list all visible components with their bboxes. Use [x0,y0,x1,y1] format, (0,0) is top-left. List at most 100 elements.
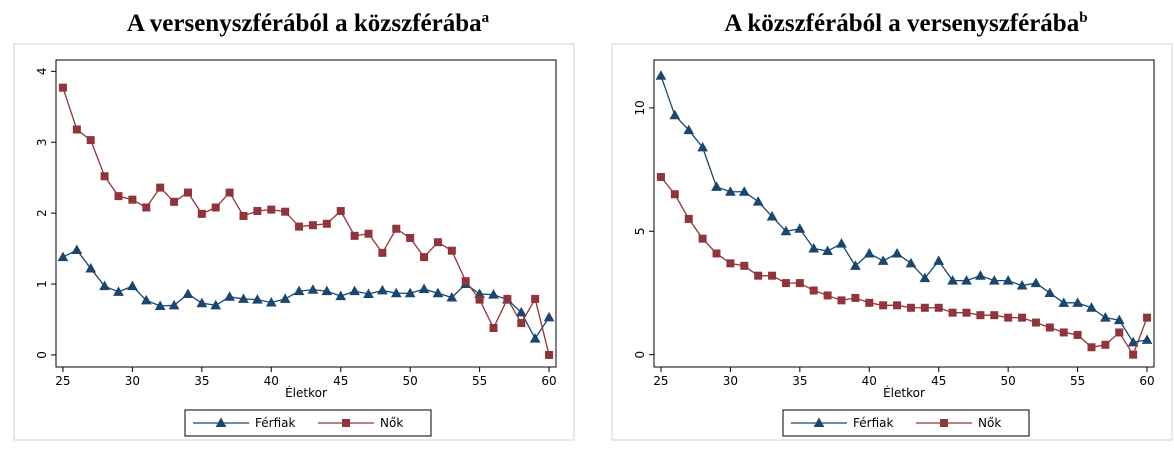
point [392,224,401,233]
point [239,211,248,220]
plot-area [55,59,557,368]
x-tick-label: 35 [792,374,807,388]
x-tick-label: 25 [55,374,70,388]
x-axis-label: Életkor [285,385,327,400]
point [988,275,1000,285]
point [99,280,110,291]
point [933,255,945,265]
point [350,231,359,240]
x-tick-label: 30 [125,374,140,388]
point [726,259,735,268]
legend-marker [215,417,227,427]
point [893,301,902,310]
legend-marker [813,417,825,427]
point [168,299,180,310]
x-tick-label: 55 [472,374,487,388]
point [253,207,262,216]
y-tick-label: 1 [35,280,49,288]
point [349,285,360,296]
point [850,260,861,270]
point [905,257,917,268]
point [684,214,693,223]
title-text: A versenyszférából a közszférába [127,10,482,37]
point [461,277,470,286]
point [406,233,415,242]
point [837,296,846,305]
point [183,188,192,197]
point [488,289,499,299]
point [543,311,555,322]
point [655,70,667,80]
x-axis-label: Életkor [883,385,925,400]
point [127,280,138,291]
point [225,188,234,197]
point [768,271,777,280]
point [515,306,527,317]
point [100,172,109,181]
point [71,244,83,255]
point [475,295,484,304]
point [752,196,764,206]
point [114,192,123,201]
legend-label: Nők [380,416,403,430]
point [1018,313,1027,322]
x-tick-label: 45 [333,374,348,388]
point [128,195,137,204]
point [738,186,750,196]
point [961,275,972,285]
point [712,249,721,258]
panel-frame [13,43,575,441]
x-tick-label: 55 [1070,374,1085,388]
point [1044,287,1056,297]
point [1059,328,1068,337]
point [295,222,304,231]
point [670,190,679,199]
point [822,245,833,256]
point [281,207,290,216]
point [1087,343,1096,352]
point [809,286,818,295]
point [404,287,416,298]
point [1073,330,1082,339]
point [196,297,208,308]
point [1101,340,1110,349]
point [378,248,387,257]
point [224,291,235,301]
title-note: b [1079,10,1087,26]
point [432,287,444,298]
y-tick-label: 10 [633,100,647,115]
point [1016,280,1028,290]
point [1129,350,1138,359]
point [976,311,985,320]
point [877,255,889,265]
x-tick-label: 50 [403,374,418,388]
point [669,109,681,120]
point [962,308,971,317]
point [1143,313,1152,322]
point [58,83,67,92]
point [447,246,456,255]
point [142,203,151,212]
y-tick-label: 5 [633,227,647,235]
point [725,186,736,196]
point [489,324,498,333]
point [197,209,206,218]
point [1100,312,1111,322]
legend-marker [342,419,350,427]
point [154,300,166,311]
point [336,207,345,216]
point [335,290,347,301]
point [794,223,806,233]
point [1002,275,1014,285]
point [780,225,792,236]
point [1030,277,1042,288]
point [531,294,540,303]
point [1031,318,1040,327]
point [683,124,695,135]
panel-frame [611,43,1173,441]
point [170,197,179,206]
point [390,287,402,298]
point [808,243,820,253]
point [740,261,749,270]
